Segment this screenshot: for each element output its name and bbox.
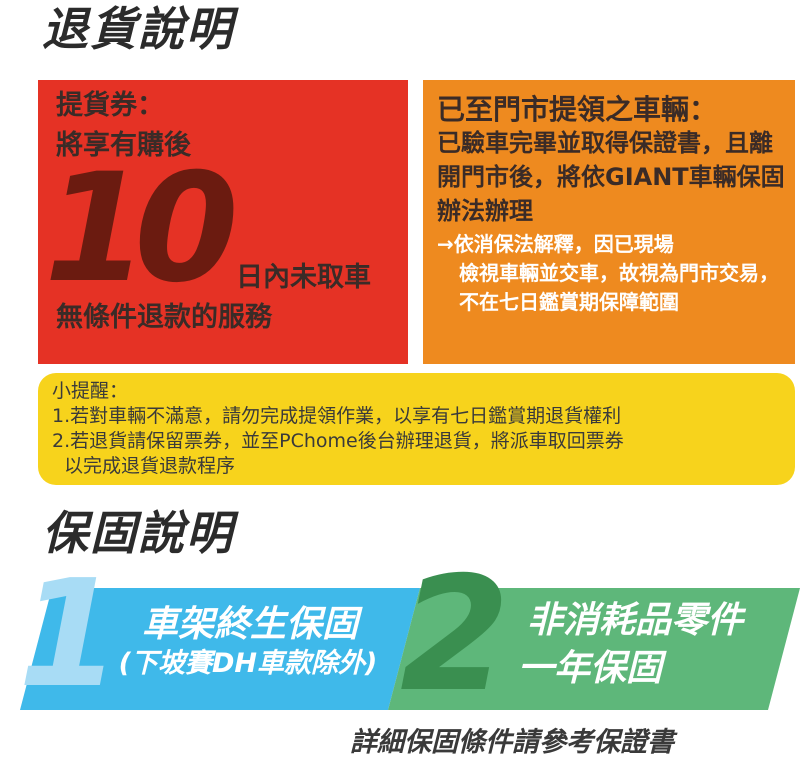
return-heading: 退貨說明	[42, 2, 234, 56]
days-number: 10	[44, 142, 239, 316]
reminder-panel: 小提醒： 1.若對車輛不滿意，請勿完成提領作業，以享有七日鑑賞期退貨權利 2.若…	[38, 373, 795, 485]
frame-warranty-title: 車架終生保固	[141, 604, 358, 645]
warranty-footnote: 詳細保固條件請參考保證書	[350, 727, 674, 758]
voucher-days-text: 日內未取車	[236, 262, 371, 293]
pickup-title: 已至門市提領之車輛：	[437, 93, 718, 126]
warranty-band-blue	[20, 588, 420, 710]
reminder-item-2: 2.若退貨請保留票券，並至PChome後台辦理退貨，將派車取回票券	[52, 430, 624, 452]
voucher-line: 將享有購後	[56, 130, 191, 161]
warranty-number-2: 2	[400, 543, 510, 727]
parts-warranty-duration: 一年保固	[517, 648, 662, 689]
pickup-note: →依消保法解釋，因已現場 檢視車輛並交車，故視為門市交易，不在七日鑑賞期保障範圍	[437, 230, 787, 317]
warranty-number-1: 1	[18, 548, 121, 720]
warranty-band	[20, 588, 800, 710]
frame-warranty-exception: (下坡賽DH車款除外)	[118, 648, 378, 679]
pickup-note-first: →依消保法解釋，因已現場	[437, 232, 674, 256]
pickup-body: 已驗車完畢並取得保證書，且離開門市後，將依GIANT車輛保固辦法辦理	[437, 129, 785, 225]
pickup-panel: 已至門市提領之車輛： 已驗車完畢並取得保證書，且離開門市後，將依GIANT車輛保…	[423, 80, 795, 364]
parts-warranty-title: 非消耗品零件	[526, 600, 743, 641]
reminder-item-2-cont: 以完成退貨退款程序	[64, 455, 236, 477]
voucher-title: 提貨券：	[56, 90, 164, 121]
warranty-band-green	[388, 588, 800, 710]
voucher-panel: 提貨券： 將享有購後 10 日內未取車 無條件退款的服務	[38, 80, 408, 364]
voucher-refund-text: 無條件退款的服務	[56, 302, 272, 333]
pickup-note-rest: 檢視車輛並交車，故視為門市交易，不在七日鑑賞期保障範圍	[459, 261, 779, 314]
reminder-title: 小提醒：	[52, 380, 129, 402]
reminder-item-1: 1.若對車輛不滿意，請勿完成提領作業，以享有七日鑑賞期退貨權利	[52, 405, 622, 427]
warranty-heading: 保固說明	[42, 506, 234, 560]
